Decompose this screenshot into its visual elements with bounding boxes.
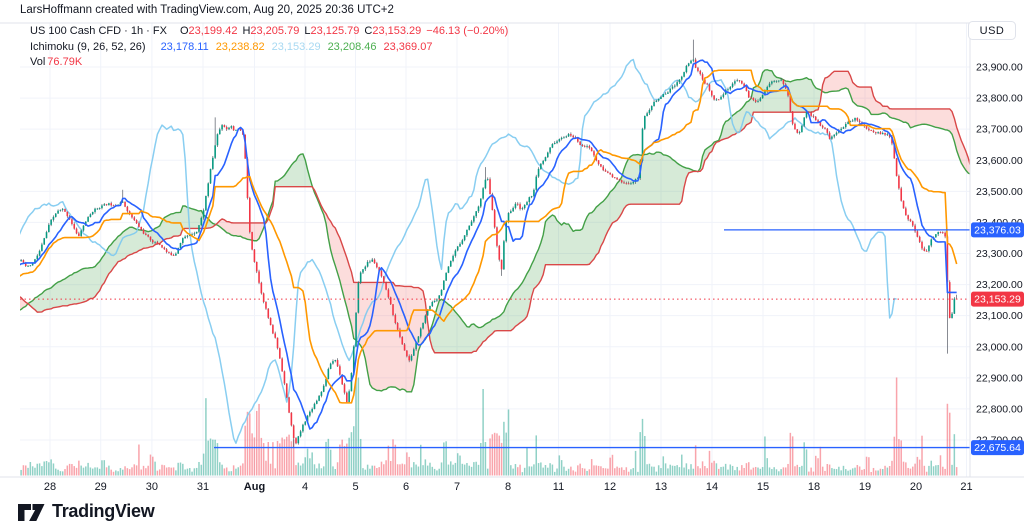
volume-bars-up bbox=[20, 377, 956, 476]
open-label: O bbox=[179, 25, 189, 37]
svg-text:USD: USD bbox=[980, 25, 1005, 37]
svg-text:22,675.64: 22,675.64 bbox=[974, 442, 1021, 454]
low-label: L bbox=[304, 25, 311, 37]
time-axis[interactable]: 28 29 30 31 Aug 4 5 6 7 8 11 12 13 14 15 18 19 20 21 bbox=[44, 481, 973, 493]
price-badge: 22,675.64 bbox=[971, 440, 1024, 456]
senkou-a-line bbox=[20, 69, 970, 393]
tradingview-logo-text: TradingView bbox=[52, 501, 155, 521]
price-badge: 23,376.03 bbox=[971, 222, 1024, 238]
tradingview-logo-icon bbox=[18, 501, 45, 522]
volume-value: 76.79K bbox=[47, 56, 83, 68]
day-tick-label: 21 bbox=[960, 481, 972, 493]
candles-down bbox=[22, 59, 958, 444]
volume-bars-down bbox=[22, 377, 958, 476]
svg-text:23,376.03: 23,376.03 bbox=[974, 224, 1021, 236]
chikou-span-line bbox=[20, 58, 897, 444]
day-tick-label: 19 bbox=[859, 481, 871, 493]
price-tick-label: 23,800.00 bbox=[976, 93, 1023, 105]
ichimoku-conversion-value: 23,178.11 bbox=[160, 40, 209, 53]
price-axis[interactable]: 23,900.00 23,800.00 23,700.00 23,600.00 23,5… bbox=[976, 62, 1023, 447]
day-tick-label: 28 bbox=[44, 481, 56, 493]
senkou-b-line bbox=[20, 70, 970, 354]
legend-symbol-row[interactable]: US 100 Cash CFD · 1h · FX O23,199.42 H23,2… bbox=[30, 24, 508, 40]
ichimoku-cloud bbox=[429, 152, 698, 353]
tradingview-logo[interactable]: TradingView bbox=[18, 501, 155, 522]
volume-label: Vol bbox=[30, 56, 46, 68]
close-label: C bbox=[364, 25, 373, 37]
day-tick-label: 13 bbox=[655, 481, 667, 493]
close-value: 23,153.29 bbox=[372, 25, 422, 37]
day-tick-label: 4 bbox=[302, 481, 308, 493]
price-tick-label: 23,600.00 bbox=[976, 155, 1023, 167]
high-value: 23,205.79 bbox=[250, 25, 300, 37]
price-tick-label: 23,000.00 bbox=[976, 341, 1023, 353]
ichimoku-lagging-value: 23,153.29 bbox=[271, 40, 321, 53]
day-tick-label: 12 bbox=[604, 481, 616, 493]
day-tick-label: 14 bbox=[706, 481, 718, 493]
candles-up bbox=[20, 59, 956, 444]
ichimoku-title: Ichimoku (9, 26, 52, 26) bbox=[30, 40, 146, 53]
symbol-title: US 100 Cash CFD · 1h · FX bbox=[30, 25, 167, 37]
price-tick-label: 22,800.00 bbox=[976, 403, 1023, 415]
ichimoku-cloud bbox=[27, 205, 216, 313]
day-tick-label: 15 bbox=[757, 481, 769, 493]
day-tick-label: 5 bbox=[352, 481, 358, 493]
day-tick-label: 30 bbox=[146, 481, 158, 493]
day-tick-label: 7 bbox=[454, 481, 460, 493]
day-tick-label: 8 bbox=[505, 481, 511, 493]
low-value: 23,125.79 bbox=[310, 25, 360, 37]
currency-button[interactable]: USD bbox=[968, 21, 1016, 40]
change-value: −46.13 (−0.20%) bbox=[426, 25, 509, 37]
price-tick-label: 23,500.00 bbox=[976, 186, 1023, 198]
ichimoku-cloud bbox=[698, 69, 822, 172]
price-tick-label: 23,300.00 bbox=[976, 248, 1023, 260]
day-tick-label: 18 bbox=[808, 481, 820, 493]
ichimoku-span-b-value: 23,369.07 bbox=[383, 40, 433, 53]
open-value: 23,199.42 bbox=[188, 25, 238, 37]
ichimoku-cloud bbox=[265, 153, 313, 223]
ichimoku-cloud bbox=[215, 218, 266, 241]
ichimoku-cloud bbox=[821, 71, 970, 174]
day-tick-label: 20 bbox=[910, 481, 922, 493]
day-tick-label: Aug bbox=[244, 481, 265, 493]
attribution-text: LarsHoffmann created with TradingView.co… bbox=[20, 4, 394, 16]
chart-legend: US 100 Cash CFD · 1h · FX O23,199.42 H23,2… bbox=[30, 24, 508, 71]
ichimoku-cloud bbox=[312, 187, 430, 392]
day-tick-label: 31 bbox=[197, 481, 209, 493]
price-badge: 23,153.29 bbox=[971, 291, 1024, 307]
price-tick-label: 23,900.00 bbox=[976, 62, 1023, 74]
kijun-line bbox=[20, 69, 958, 404]
ichimoku-cloud bbox=[20, 296, 28, 310]
ichimoku-span-a-value: 23,208.46 bbox=[327, 40, 377, 53]
high-label: H bbox=[242, 25, 251, 37]
price-tick-label: 23,200.00 bbox=[976, 279, 1023, 291]
svg-text:23,153.29: 23,153.29 bbox=[974, 294, 1021, 306]
day-tick-label: 6 bbox=[403, 481, 409, 493]
price-tick-label: 23,100.00 bbox=[976, 310, 1023, 322]
legend-ichimoku-row[interactable]: Ichimoku (9, 26, 52, 26) 23,178.11 23,238.… bbox=[30, 40, 508, 56]
day-tick-label: 29 bbox=[95, 481, 107, 493]
tenkan-line bbox=[20, 59, 957, 430]
day-tick-label: 11 bbox=[553, 481, 564, 493]
price-tick-label: 23,700.00 bbox=[976, 124, 1023, 136]
legend-volume-row[interactable]: Vol 76.79K bbox=[30, 55, 508, 71]
ichimoku-base-value: 23,238.82 bbox=[215, 40, 265, 53]
price-tick-label: 22,900.00 bbox=[976, 372, 1023, 384]
